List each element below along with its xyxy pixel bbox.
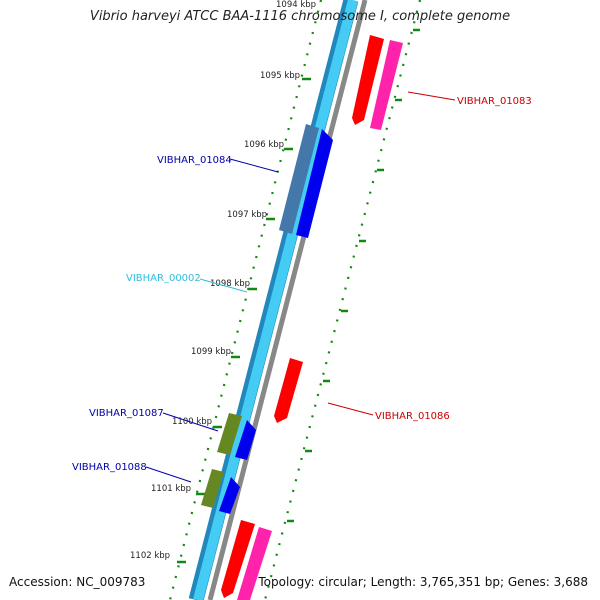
inner-dotted-track xyxy=(168,0,323,600)
cds-pink-bottom xyxy=(237,527,272,600)
cds-blue-01087 xyxy=(235,420,256,460)
gene-label-vibhar-01083[interactable]: VIBHAR_01083 xyxy=(457,96,532,107)
tick-label-1094: 1094 kbp xyxy=(276,0,316,10)
cds-olive-01088 xyxy=(201,469,224,508)
gene-labels: VIBHAR_01083 VIBHAR_01084 VIBHAR_00002 V… xyxy=(72,96,532,473)
cds-features xyxy=(201,35,403,600)
gene-label-vibhar-00002[interactable]: VIBHAR_00002 xyxy=(126,273,201,284)
gene-label-vibhar-01086[interactable]: VIBHAR_01086 xyxy=(375,411,450,422)
tick-label-1097: 1097 kbp xyxy=(227,210,267,220)
cds-red-01086 xyxy=(274,358,303,423)
map-title: Vibrio harveyi ATCC BAA-1116 chromosome … xyxy=(89,9,511,24)
cds-blue-01084 xyxy=(296,129,333,238)
cds-steelblue-01084 xyxy=(279,124,319,234)
genome-summary-text: Topology: circular; Length: 3,765,351 bp… xyxy=(258,575,588,589)
tick-label-1095: 1095 kbp xyxy=(260,71,300,81)
accession-text: Accession: NC_009783 xyxy=(9,575,146,589)
cds-red-top-left xyxy=(352,35,384,125)
gene-label-leaders xyxy=(145,91,456,483)
cds-olive-01087 xyxy=(217,413,242,455)
tick-marks-outer xyxy=(287,28,420,523)
gene-label-vibhar-01084[interactable]: VIBHAR_01084 xyxy=(157,155,232,166)
tick-label-1102: 1102 kbp xyxy=(130,551,170,561)
tick-label-1099: 1099 kbp xyxy=(191,347,231,357)
tick-marks-inner xyxy=(177,77,311,564)
cds-red-bottom xyxy=(221,520,255,598)
backbone-gray xyxy=(207,0,368,600)
cds-pink-top xyxy=(370,40,403,130)
cds-blue-01088 xyxy=(219,477,240,514)
gene-label-vibhar-01087[interactable]: VIBHAR_01087 xyxy=(89,408,164,419)
outer-dotted-track xyxy=(263,0,422,600)
gene-label-vibhar-01088[interactable]: VIBHAR_01088 xyxy=(72,462,147,473)
tick-label-1098: 1098 kbp xyxy=(210,279,250,289)
tick-label-1101: 1101 kbp xyxy=(151,484,191,494)
tick-label-1096: 1096 kbp xyxy=(244,140,284,150)
